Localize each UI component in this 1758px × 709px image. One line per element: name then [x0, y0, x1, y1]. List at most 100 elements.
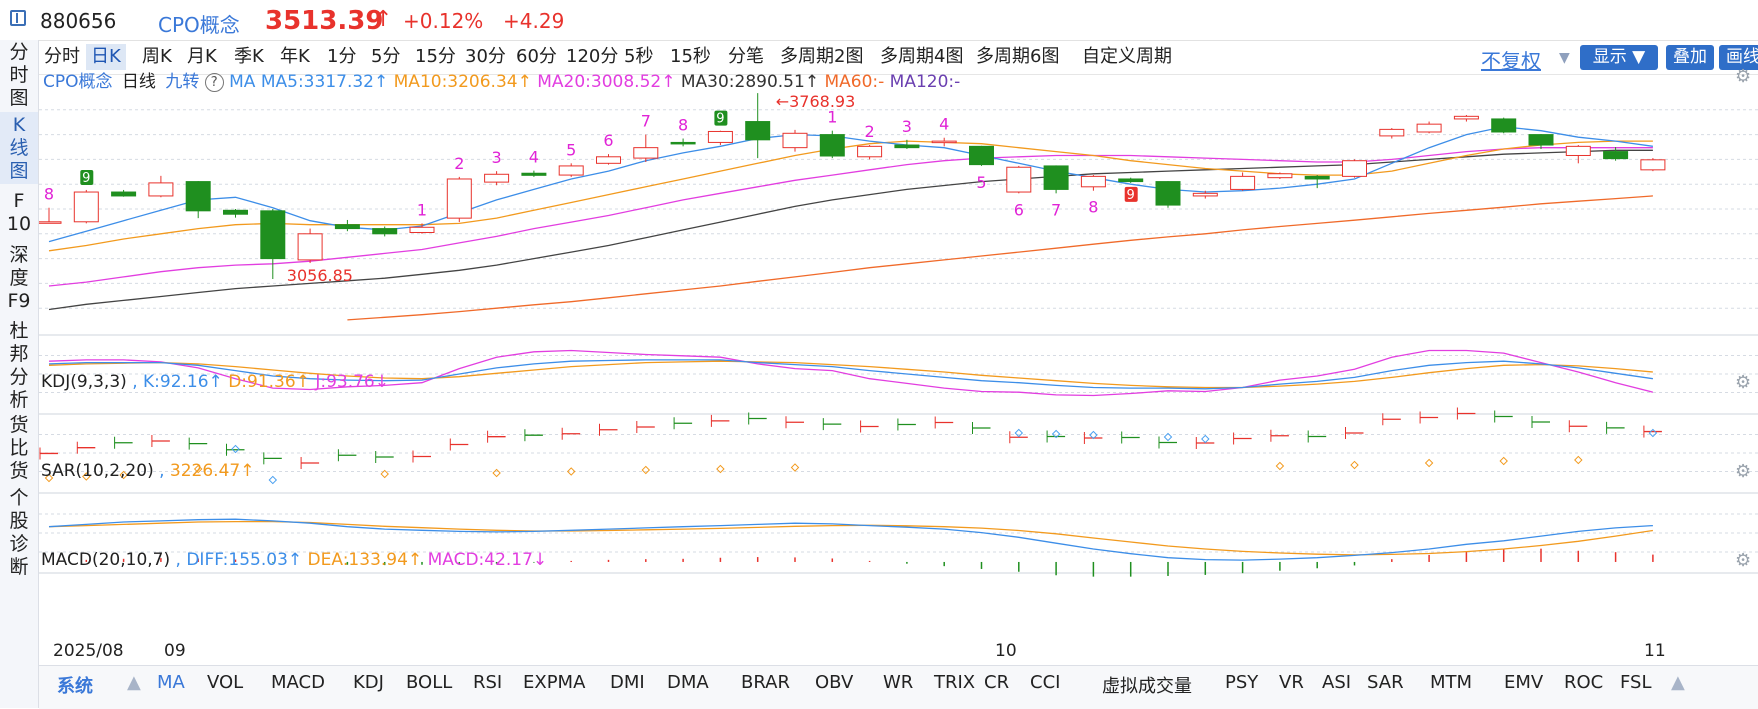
- nine-turn-label: 9: [82, 171, 90, 186]
- candle-body: [484, 173, 510, 183]
- nine-turn-label: 4: [939, 115, 949, 134]
- indicator-tab-13[interactable]: TRIX: [934, 672, 976, 693]
- legend-ma20: MA20:3008.52↑: [537, 72, 676, 92]
- period-tab-12[interactable]: 5秒: [624, 46, 654, 67]
- indicator-tab-19[interactable]: ASI: [1322, 672, 1352, 693]
- xaxis-label-aug: 2025/08: [53, 641, 124, 661]
- period-tab-0[interactable]: 分时: [44, 46, 80, 67]
- indicator-tab-20[interactable]: SAR: [1367, 672, 1404, 693]
- legend-nine-turn[interactable]: 九转: [165, 72, 200, 92]
- period-tab-15[interactable]: 多周期2图: [780, 46, 864, 67]
- sar-value: 3226.47↑: [169, 461, 255, 481]
- sidebar-item-0[interactable]: 分时图: [0, 40, 38, 110]
- stock-header: 880656 CPO概念 3513.39 ↑ +0.12% +4.29: [0, 0, 1758, 41]
- sidebar-item-char: K: [12, 113, 26, 136]
- period-tab-1[interactable]: 日K: [86, 44, 126, 70]
- legend-ma120: MA120:-: [889, 72, 961, 92]
- indicator-tab-9[interactable]: DMA: [667, 672, 709, 693]
- candle-body: [931, 140, 957, 144]
- overlay-button[interactable]: 叠加: [1666, 45, 1714, 70]
- indicator-tab-5[interactable]: BOLL: [406, 672, 453, 693]
- indicator-tab-8[interactable]: DMI: [610, 672, 645, 693]
- sar-settings-gear-icon[interactable]: ⚙: [1735, 461, 1752, 482]
- period-tab-2[interactable]: 周K: [142, 46, 172, 67]
- sidebar-item-3[interactable]: 深度 F9: [0, 240, 38, 316]
- period-tab-11[interactable]: 120分: [566, 46, 619, 67]
- kdj-settings-gear-icon[interactable]: ⚙: [1735, 372, 1752, 393]
- system-collapse-icon[interactable]: ▲: [127, 672, 141, 693]
- indicator-tab-18[interactable]: VR: [1279, 672, 1304, 693]
- period-tab-17[interactable]: 多周期6图: [976, 46, 1060, 67]
- sidebar-item-6[interactable]: 个股诊断: [0, 483, 38, 583]
- nine-turn-badge: [80, 169, 94, 185]
- nine-turn-badge: [1124, 186, 1138, 202]
- period-tab-14[interactable]: 分笔: [728, 46, 764, 67]
- indicator-tab-16[interactable]: 虚拟成交量: [1102, 676, 1192, 697]
- sidebar-item-4[interactable]: 杜邦分析: [0, 318, 38, 413]
- candle-body: [1118, 178, 1144, 183]
- indicator-tab-6[interactable]: RSI: [473, 672, 503, 693]
- candle-body: [334, 224, 360, 230]
- kline-chart-area[interactable]: 8 9 1 2 3 4 5 6 7 8 9 1 2 3 4 5 6 7 8 9 ←3768.93 3056.85 CPO概…: [39, 66, 1758, 675]
- period-tab-7[interactable]: 5分: [371, 46, 401, 67]
- period-tab-16[interactable]: 多周期4图: [880, 46, 964, 67]
- period-tab-5[interactable]: 年K: [280, 46, 310, 67]
- main-settings-gear-icon[interactable]: ⚙: [1735, 66, 1752, 87]
- period-tab-18[interactable]: 自定义周期: [1082, 46, 1172, 67]
- indicator-tab-12[interactable]: WR: [883, 672, 914, 693]
- period-tab-13[interactable]: 15秒: [670, 46, 711, 67]
- adjust-dropdown-arrow-icon[interactable]: ▼: [1559, 50, 1570, 66]
- stock-name[interactable]: CPO概念: [158, 13, 240, 37]
- macd-settings-gear-icon[interactable]: ⚙: [1735, 550, 1752, 571]
- indicator-tab-1[interactable]: MA: [157, 672, 185, 693]
- candle-body: [1453, 115, 1479, 120]
- indicator-tab-10[interactable]: BRAR: [741, 672, 790, 693]
- indicator-tab-24[interactable]: FSL: [1620, 672, 1652, 693]
- period-tab-3[interactable]: 月K: [187, 46, 217, 67]
- legend-ma5: MA5:3317.32↑: [260, 72, 389, 92]
- stock-code: 880656: [40, 9, 117, 33]
- period-tab-8[interactable]: 15分: [415, 46, 456, 67]
- indicator-tab-11[interactable]: OBV: [815, 672, 854, 693]
- kline-chart-svg[interactable]: 8 9 1 2 3 4 5 6 7 8 9 1 2 3 4 5 6 7 8 9 ←3768.93 3056.85: [39, 75, 1758, 675]
- display-button[interactable]: 显示 ▼: [1580, 45, 1658, 70]
- indicator-tab-4[interactable]: KDJ: [353, 672, 384, 693]
- nine-turn-label: 5: [976, 173, 986, 192]
- sidebar-item-2[interactable]: F 10: [0, 188, 38, 238]
- indicator-tab-22[interactable]: EMV: [1504, 672, 1544, 693]
- indicator-tab-21[interactable]: MTM: [1430, 672, 1473, 693]
- indicator-tab-23[interactable]: ROC: [1564, 672, 1604, 693]
- indicator-tab-2[interactable]: VOL: [207, 672, 244, 693]
- candle-body: [1043, 165, 1069, 190]
- period-tab-10[interactable]: 60分: [516, 46, 557, 67]
- sidebar-item-char: 析: [9, 388, 29, 411]
- candle-body: [111, 191, 137, 197]
- sidebar-item-5[interactable]: 货比货: [0, 413, 38, 482]
- indicator-tab-3[interactable]: MACD: [271, 672, 325, 693]
- window-toggle-icon[interactable]: [10, 10, 26, 26]
- sidebar-item-char: 货: [9, 413, 29, 436]
- period-tab-4[interactable]: 季K: [234, 46, 264, 67]
- candle-body: [819, 134, 845, 157]
- sidebar-item-char: 股: [9, 510, 29, 532]
- indicator-more-icon[interactable]: ▲: [1671, 672, 1685, 693]
- indicator-tab-15[interactable]: CCI: [1030, 672, 1061, 693]
- candle-body: [1379, 128, 1405, 137]
- period-tab-9[interactable]: 30分: [465, 46, 506, 67]
- sar-dot: [1163, 432, 1173, 442]
- draw-line-button[interactable]: 画线: [1719, 45, 1758, 70]
- legend-stock-name: CPO概念: [43, 72, 113, 92]
- period-tab-6[interactable]: 1分: [327, 46, 357, 67]
- indicator-tab-17[interactable]: PSY: [1225, 672, 1259, 693]
- candle-body: [409, 226, 435, 233]
- indicator-tab-14[interactable]: CR: [984, 672, 1010, 693]
- adjust-dropdown[interactable]: 不复权: [1481, 49, 1541, 73]
- nine-turn-label: 3: [492, 148, 502, 167]
- ma60-line: [347, 195, 1653, 321]
- indicator-tab-7[interactable]: EXPMA: [523, 672, 586, 693]
- sar-dot: [1350, 460, 1359, 470]
- indicator-tab-0[interactable]: 系统: [57, 676, 93, 697]
- sar-name: SAR(10,2,20): [41, 461, 154, 481]
- help-icon[interactable]: ?: [204, 72, 224, 92]
